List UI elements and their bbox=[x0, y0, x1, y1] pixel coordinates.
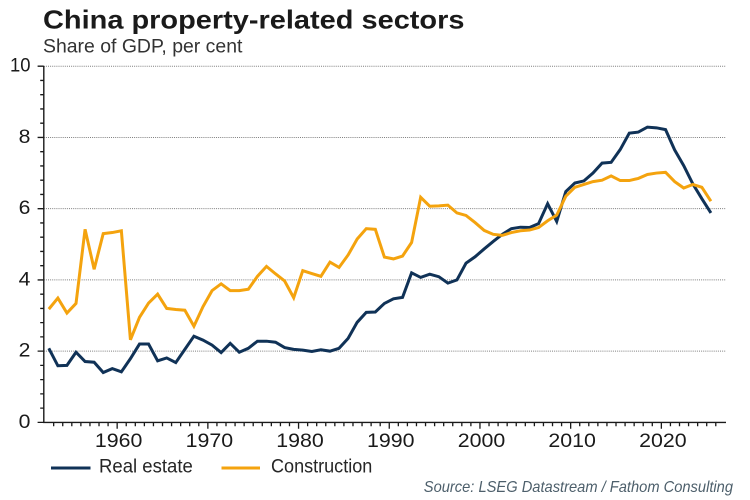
svg-text:China property-related sectors: China property-related sectors bbox=[43, 5, 465, 35]
svg-text:2010: 2010 bbox=[548, 430, 596, 452]
svg-text:Real estate: Real estate bbox=[99, 457, 193, 478]
svg-text:1960: 1960 bbox=[95, 430, 143, 452]
svg-text:8: 8 bbox=[19, 127, 31, 148]
svg-text:Source: LSEG Datastream / Fath: Source: LSEG Datastream / Fathom Consult… bbox=[424, 479, 733, 496]
svg-text:2000: 2000 bbox=[458, 430, 506, 452]
svg-text:Construction: Construction bbox=[271, 457, 372, 478]
svg-text:4: 4 bbox=[19, 269, 31, 290]
svg-text:1990: 1990 bbox=[367, 430, 415, 452]
svg-text:0: 0 bbox=[19, 412, 31, 433]
svg-text:1970: 1970 bbox=[186, 430, 234, 452]
svg-text:10: 10 bbox=[10, 56, 31, 77]
svg-text:2020: 2020 bbox=[639, 430, 687, 452]
svg-text:1980: 1980 bbox=[276, 430, 324, 452]
svg-text:6: 6 bbox=[19, 198, 31, 219]
svg-text:Share of GDP, per cent: Share of GDP, per cent bbox=[43, 37, 243, 58]
svg-text:2: 2 bbox=[19, 341, 31, 362]
